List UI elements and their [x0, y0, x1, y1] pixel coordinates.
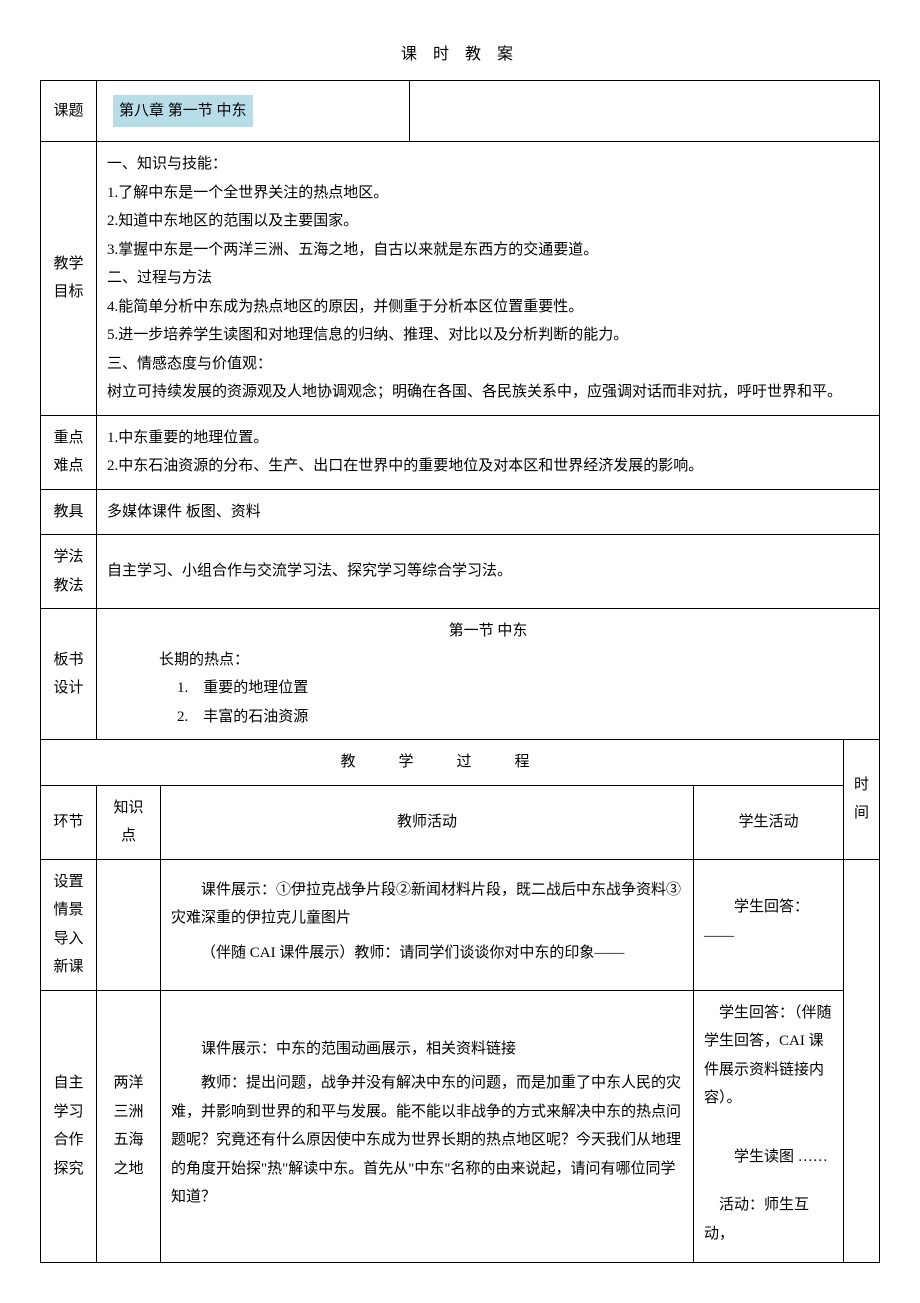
teacher-cell: 课件展示：中东的范围动画展示，相关资料链接 教师：提出问题，战争并没有解决中东的… [161, 990, 694, 1263]
board-title: 第一节 中东 [107, 617, 869, 646]
teacher-header: 教师活动 [161, 785, 694, 859]
time-header: 时间 [844, 740, 880, 860]
student-para: 学生回答：—— [704, 893, 833, 950]
student-cell: 学生回答：—— [694, 859, 844, 990]
env-cell: 设置情景导入新课 [41, 859, 97, 990]
topic-cell: 第八章 第一节 中东 [97, 81, 880, 142]
env-cell: 自主学习合作探究 [41, 990, 97, 1263]
student-para: 学生回答：（伴随学生回答，CAI 课件展示资料链接内容）。 [704, 999, 833, 1113]
tools-label: 教具 [41, 489, 97, 535]
teacher-para: 课件展示：①伊拉克战争片段②新闻材料片段，既二战后中东战争资料③灾难深重的伊拉克… [171, 876, 683, 933]
obj-line: 2.知道中东地区的范围以及主要国家。 [107, 207, 869, 236]
board-body: 第一节 中东 长期的热点： 1. 重要的地理位置 2. 丰富的石油资源 [97, 609, 880, 740]
student-para: 学生读图 …… [704, 1143, 833, 1172]
env-header: 环节 [41, 785, 97, 859]
obj-line: 1.了解中东是一个全世界关注的热点地区。 [107, 179, 869, 208]
board-sub: 长期的热点： [107, 646, 869, 675]
board-item: 1. 重要的地理位置 [107, 674, 869, 703]
method-value: 自主学习、小组合作与交流学习法、探究学习等综合学习法。 [97, 535, 880, 609]
teacher-cell: 课件展示：①伊拉克战争片段②新闻材料片段，既二战后中东战争资料③灾难深重的伊拉克… [161, 859, 694, 990]
board-item: 2. 丰富的石油资源 [107, 703, 869, 732]
obj-line: 树立可持续发展的资源观及人地协调观念；明确在各国、各民族关系中，应强调对话而非对… [107, 378, 869, 407]
kp-header: 知识点 [97, 785, 161, 859]
student-para: 活动：师生互动， [704, 1191, 833, 1248]
time-cell [844, 859, 880, 1263]
obj-line: 三、情感态度与价值观： [107, 350, 869, 379]
obj-line: 二、过程与方法 [107, 264, 869, 293]
teacher-para: （伴随 CAI 课件展示）教师：请同学们谈谈你对中东的印象—— [171, 939, 683, 968]
kp-line: 2.中东石油资源的分布、生产、出口在世界中的重要地位及对本区和世界经济发展的影响… [107, 452, 869, 481]
keypoints-body: 1.中东重要的地理位置。 2.中东石油资源的分布、生产、出口在世界中的重要地位及… [97, 415, 880, 489]
method-label: 学法教法 [41, 535, 97, 609]
lesson-plan-table: 课题 第八章 第一节 中东 教学目标 一、知识与技能： 1.了解中东是一个全世界… [40, 80, 880, 1263]
page-title: 课 时 教 案 [40, 40, 880, 64]
teacher-para: 教师：提出问题，战争并没有解决中东的问题，而是加重了中东人民的灾难，并影响到世界… [171, 1069, 683, 1212]
student-cell: 学生回答：（伴随学生回答，CAI 课件展示资料链接内容）。 学生读图 …… 活动… [694, 990, 844, 1263]
topic-value: 第八章 第一节 中东 [113, 95, 253, 128]
obj-line: 一、知识与技能： [107, 150, 869, 179]
objectives-label: 教学目标 [41, 142, 97, 416]
topic-label: 课题 [41, 81, 97, 142]
obj-line: 3.掌握中东是一个两洋三洲、五海之地，自古以来就是东西方的交通要道。 [107, 236, 869, 265]
process-title: 教 学 过 程 [41, 740, 844, 786]
tools-value: 多媒体课件 板图、资料 [97, 489, 880, 535]
teacher-para: 课件展示：中东的范围动画展示，相关资料链接 [171, 1035, 683, 1064]
student-header: 学生活动 [694, 785, 844, 859]
obj-line: 4.能简单分析中东成为热点地区的原因，并侧重于分析本区位置重要性。 [107, 293, 869, 322]
board-label: 板书设计 [41, 609, 97, 740]
objectives-body: 一、知识与技能： 1.了解中东是一个全世界关注的热点地区。 2.知道中东地区的范… [97, 142, 880, 416]
kp-cell [97, 859, 161, 990]
obj-line: 5.进一步培养学生读图和对地理信息的归纳、推理、对比以及分析判断的能力。 [107, 321, 869, 350]
kp-line: 1.中东重要的地理位置。 [107, 424, 869, 453]
keypoints-label: 重点难点 [41, 415, 97, 489]
kp-cell: 两洋三洲五海之地 [97, 990, 161, 1263]
